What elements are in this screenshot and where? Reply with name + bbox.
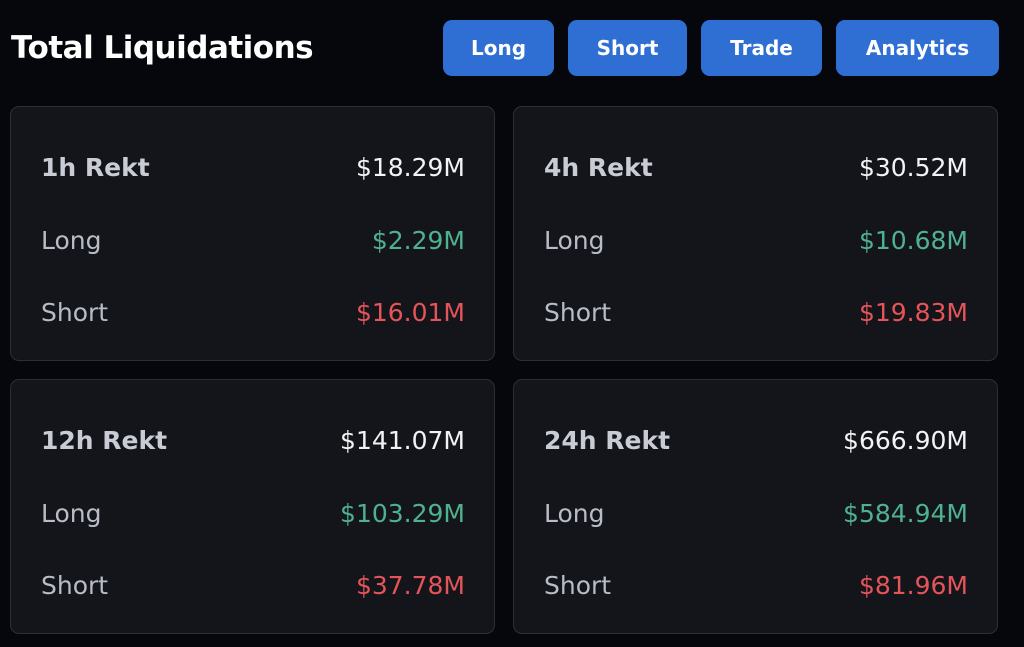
long-label: Long xyxy=(41,225,102,255)
long-button[interactable]: Long xyxy=(443,20,554,76)
short-row: Short $19.83M xyxy=(544,292,968,332)
short-label: Short xyxy=(41,570,109,600)
short-label: Short xyxy=(544,297,612,327)
total-row: 1h Rekt $18.29M xyxy=(41,147,465,187)
rekt-card-4h: 4h Rekt $30.52M Long $10.68M Short $19.8… xyxy=(513,106,998,361)
page-title: Total Liquidations xyxy=(11,30,314,66)
period-label: 4h Rekt xyxy=(544,152,653,182)
short-value: $37.78M xyxy=(355,570,465,600)
long-value: $2.29M xyxy=(371,225,465,255)
short-value: $81.96M xyxy=(858,570,968,600)
total-row: 12h Rekt $141.07M xyxy=(41,420,465,460)
total-value: $18.29M xyxy=(355,152,465,182)
short-label: Short xyxy=(41,297,109,327)
total-value: $666.90M xyxy=(843,425,968,455)
long-row: Long $2.29M xyxy=(41,220,465,260)
rekt-card-12h: 12h Rekt $141.07M Long $103.29M Short $3… xyxy=(10,379,495,634)
rekt-card-1h: 1h Rekt $18.29M Long $2.29M Short $16.01… xyxy=(10,106,495,361)
total-row: 24h Rekt $666.90M xyxy=(544,420,968,460)
long-row: Long $103.29M xyxy=(41,493,465,533)
total-value: $30.52M xyxy=(858,152,968,182)
long-row: Long $584.94M xyxy=(544,493,968,533)
short-button[interactable]: Short xyxy=(568,20,687,76)
trade-button[interactable]: Trade xyxy=(701,20,822,76)
short-row: Short $81.96M xyxy=(544,565,968,605)
short-value: $16.01M xyxy=(355,297,465,327)
long-value: $10.68M xyxy=(858,225,968,255)
short-row: Short $37.78M xyxy=(41,565,465,605)
long-label: Long xyxy=(544,498,605,528)
total-value: $141.07M xyxy=(340,425,465,455)
period-label: 12h Rekt xyxy=(41,425,168,455)
period-label: 1h Rekt xyxy=(41,152,150,182)
long-row: Long $10.68M xyxy=(544,220,968,260)
analytics-button[interactable]: Analytics xyxy=(836,20,999,76)
rekt-card-24h: 24h Rekt $666.90M Long $584.94M Short $8… xyxy=(513,379,998,634)
short-value: $19.83M xyxy=(858,297,968,327)
long-value: $103.29M xyxy=(340,498,465,528)
period-label: 24h Rekt xyxy=(544,425,671,455)
long-label: Long xyxy=(41,498,102,528)
short-row: Short $16.01M xyxy=(41,292,465,332)
long-value: $584.94M xyxy=(843,498,968,528)
short-label: Short xyxy=(544,570,612,600)
total-row: 4h Rekt $30.52M xyxy=(544,147,968,187)
long-label: Long xyxy=(544,225,605,255)
